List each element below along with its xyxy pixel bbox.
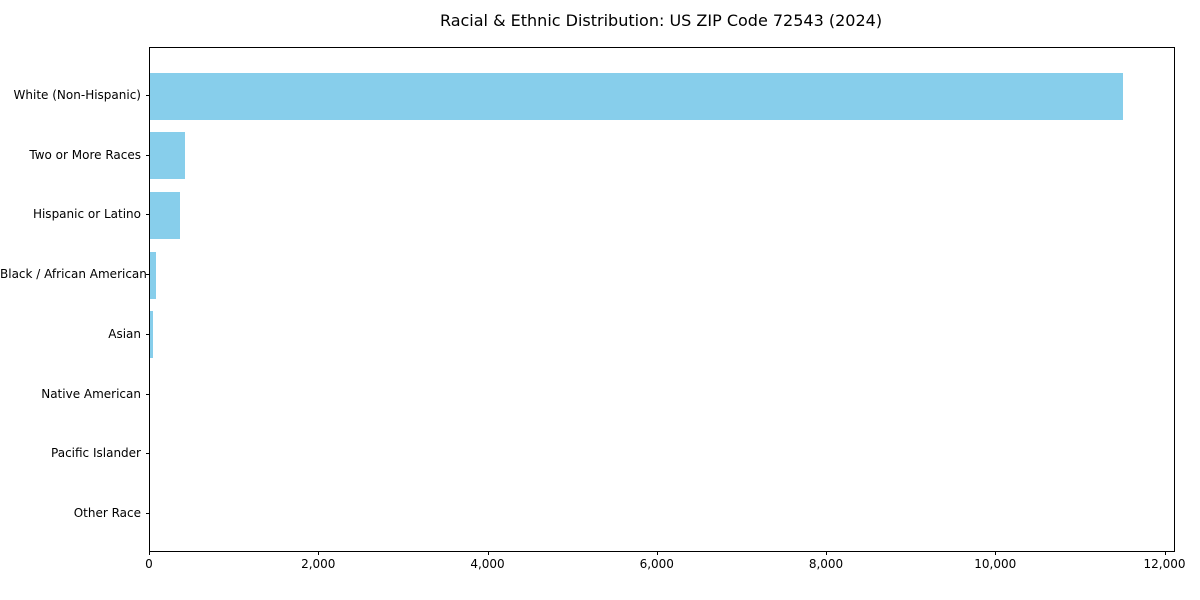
y-tick-label: Two or More Races [29,147,141,162]
x-tick-mark [826,551,828,555]
y-tick-label: White (Non-Hispanic) [13,88,141,102]
x-tick-mark [995,551,997,555]
x-tick-label: 2,000 [301,557,336,571]
y-tick-mark [146,154,150,156]
y-tick-label: Pacific Islander [51,446,141,461]
chart-title: Racial & Ethnic Distribution: US ZIP Cod… [439,11,883,30]
bar-white-non-hispanic [150,72,1124,120]
y-tick-mark [146,274,150,276]
x-tick-mark [1164,551,1166,555]
x-tick-label: 10,000 [974,557,1017,571]
y-tick-label: Native American [41,386,141,401]
plot-area [149,47,1175,552]
y-tick-mark [146,512,150,514]
x-tick-mark [318,551,320,555]
x-tick-label: 6,000 [639,557,674,571]
x-tick-label: 12,000 [1143,557,1186,571]
y-tick-mark [146,214,150,216]
x-tick-label: 0 [145,557,153,571]
bar-two-or-more-races [150,132,185,180]
x-tick-mark [656,551,658,555]
y-tick-mark [146,95,150,96]
x-tick-mark [149,551,150,555]
bar-hispanic-or-latino [150,191,180,239]
bar-asian [150,311,153,359]
y-tick-mark [146,393,150,395]
bar-black-african-american [150,251,156,299]
y-tick-mark [146,333,150,335]
x-tick-mark [487,551,489,555]
x-tick-label: 4,000 [470,557,505,571]
x-tick-label: 8,000 [808,557,844,571]
y-tick-label: Asian [108,326,141,341]
y-tick-mark [146,453,150,455]
y-tick-label: Other Race [73,505,141,520]
y-tick-label: Hispanic or Latino [32,207,141,222]
y-tick-label: Black / African American [0,267,147,282]
